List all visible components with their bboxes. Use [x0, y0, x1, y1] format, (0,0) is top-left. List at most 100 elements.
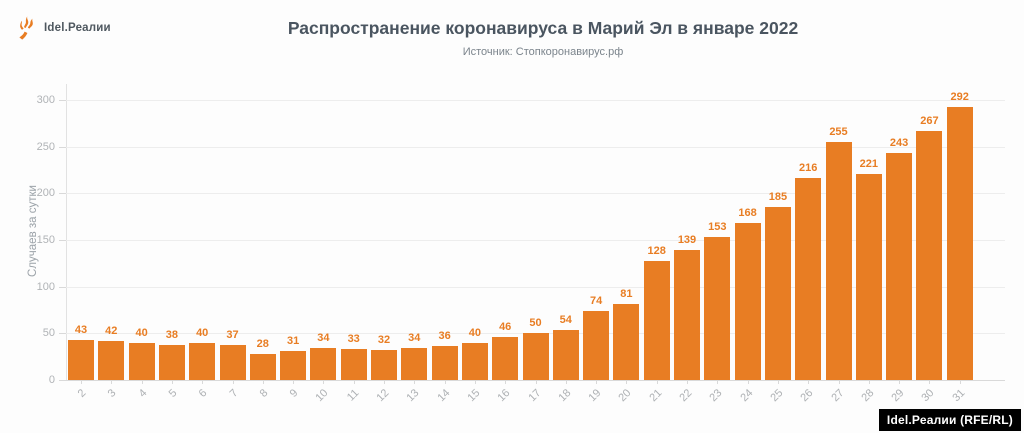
- x-tick-label: 21: [647, 387, 665, 405]
- bar-value-label: 292: [950, 91, 969, 104]
- x-tick: [717, 380, 719, 384]
- chart-source: Источник: Стопкоронавирус.рф: [462, 46, 624, 58]
- logo: Idel.Реалии: [16, 16, 111, 40]
- x-tick-label: 5: [166, 387, 180, 400]
- y-tick: [59, 286, 66, 288]
- y-tick-label: 0: [48, 374, 55, 386]
- x-tick: [505, 380, 507, 384]
- bar-value-label: 255: [829, 126, 848, 138]
- bar-day-22: [674, 250, 700, 380]
- bar-value-label: 40: [135, 326, 148, 339]
- bar-value-label: 267: [920, 114, 939, 127]
- x-tick: [141, 380, 143, 384]
- x-tick-label: 16: [495, 387, 513, 405]
- bar-value-label: 28: [256, 337, 269, 350]
- bar-value-label: 36: [438, 330, 451, 343]
- bar-day-18: [552, 329, 579, 380]
- bar-value-label: 34: [317, 332, 330, 345]
- x-tick-label: 20: [616, 387, 634, 405]
- chart-header: Распространение коронавируса в Марий Эл …: [70, 18, 1016, 58]
- x-tick: [747, 380, 749, 384]
- x-tick: [293, 380, 295, 384]
- x-tick: [687, 380, 688, 384]
- y-tick-label: 200: [36, 187, 55, 200]
- x-tick-label: 12: [374, 387, 392, 405]
- bar-value-label: 139: [677, 234, 697, 247]
- x-tick-label: 25: [768, 387, 786, 405]
- bar-day-15: [461, 342, 488, 380]
- x-tick-label: 26: [798, 387, 816, 405]
- bar-value-label: 38: [165, 328, 179, 341]
- bar-day-8: [249, 353, 276, 380]
- y-tick-label: 150: [36, 234, 55, 246]
- x-tick-label: 19: [586, 387, 604, 405]
- bar-value-label: 74: [589, 294, 603, 307]
- x-tick-label: 24: [737, 387, 756, 405]
- x-tick: [808, 380, 810, 384]
- bar-day-30: [916, 130, 943, 380]
- y-tick-label: 250: [36, 140, 55, 153]
- x-tick: [959, 380, 961, 384]
- x-tick-label: 28: [859, 387, 877, 405]
- x-tick: [111, 380, 113, 384]
- bar-day-24: [734, 223, 761, 380]
- logo-text: Idel.Реалии: [44, 22, 111, 34]
- bar-day-2: [68, 339, 94, 380]
- bar-day-19: [583, 310, 610, 380]
- y-tick-label: 50: [42, 327, 55, 340]
- x-tick: [384, 380, 385, 384]
- bar-day-20: [613, 304, 640, 380]
- bar-value-label: 153: [708, 221, 727, 234]
- x-tick: [171, 380, 173, 384]
- bar-value-label: 128: [647, 244, 666, 257]
- bar-day-31: [946, 107, 973, 380]
- bar-day-3: [98, 340, 125, 380]
- bar-day-27: [825, 142, 852, 380]
- x-tick-label: 3: [105, 387, 119, 400]
- chart-title: Распространение коронавируса в Марий Эл …: [287, 18, 799, 38]
- x-tick: [262, 380, 264, 384]
- x-tick-label: 8: [257, 387, 271, 400]
- bar-value-label: 37: [226, 329, 239, 342]
- torch-icon: [19, 16, 33, 40]
- bar-day-23: [704, 237, 731, 380]
- bar-day-16: [492, 337, 519, 380]
- y-tick: [59, 100, 66, 101]
- bar-day-4: [128, 342, 155, 380]
- x-tick: [323, 380, 325, 384]
- bar-value-label: 40: [468, 326, 482, 339]
- x-tick: [474, 380, 476, 384]
- x-tick-label: 14: [434, 387, 453, 405]
- bar-day-10: [310, 348, 337, 380]
- x-tick: [81, 380, 82, 384]
- x-tick-label: 11: [344, 387, 362, 404]
- bar-value-label: 185: [768, 191, 788, 204]
- bar-day-11: [340, 349, 367, 380]
- x-tick-label: 27: [828, 387, 846, 405]
- bar-value-label: 243: [889, 137, 909, 150]
- x-tick: [202, 380, 204, 384]
- x-tick: [626, 380, 628, 384]
- x-tick-label: 22: [677, 387, 695, 405]
- x-tick-label: 18: [556, 387, 574, 405]
- bar-value-label: 54: [559, 313, 572, 326]
- y-tick-label: 300: [36, 94, 55, 106]
- x-tick: [899, 380, 901, 384]
- x-tick: [232, 380, 234, 384]
- x-tick-label: 10: [313, 387, 331, 405]
- bar-day-13: [401, 348, 428, 380]
- x-tick: [596, 380, 598, 384]
- bar-value-label: 40: [196, 326, 209, 339]
- bar-value-label: 221: [859, 157, 878, 170]
- x-tick: [838, 380, 840, 384]
- y-tick: [59, 193, 66, 195]
- x-tick: [535, 380, 537, 384]
- gridline-y-150: [66, 240, 1005, 241]
- bar-value-label: 42: [105, 324, 118, 337]
- bar-day-29: [886, 153, 913, 380]
- plot-area: 0 50 100 150 200 250 300 43 2 42 3 40 4 38 5 40 6 37 7 28 8 3…: [37, 84, 1005, 404]
- x-tick-label: 23: [707, 387, 725, 405]
- x-tick: [929, 380, 931, 384]
- x-tick: [353, 380, 355, 384]
